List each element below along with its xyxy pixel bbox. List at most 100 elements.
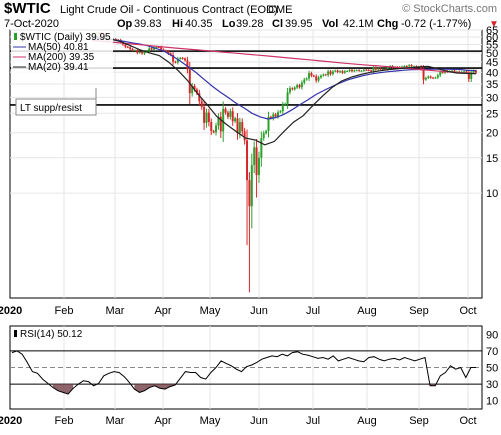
candle-body [293, 87, 296, 90]
candle-body [269, 116, 272, 119]
price-legend: $WTIC (Daily) 39.95 MA(50) 40.81 MA(200)… [11, 31, 113, 73]
low-label: Lo [222, 18, 236, 30]
candle-body [441, 72, 444, 74]
candle-body [350, 69, 353, 72]
candle-body [174, 61, 177, 63]
candle-body [281, 104, 284, 112]
legend-ma20: MA(20) 39.41 [28, 62, 89, 73]
candle-body [370, 70, 373, 72]
candle-body [305, 78, 308, 80]
candle-body [317, 77, 320, 81]
candle-body [219, 116, 222, 132]
legend-main: $WTIC (Daily) 39.95 [20, 32, 111, 43]
candle-body [300, 82, 303, 88]
quote-date: 7-Oct-2020 [4, 18, 59, 30]
candle-body [176, 58, 179, 63]
candle-body [298, 85, 301, 88]
candle-body [145, 50, 148, 52]
candle-body [222, 108, 225, 132]
annotation-box [15, 98, 97, 116]
candle-body [267, 116, 270, 131]
candle-body [360, 70, 363, 72]
ma-line [92, 37, 477, 120]
candle-body [365, 69, 368, 71]
candle-body [265, 130, 268, 134]
ma-line [91, 35, 477, 146]
rsi-tick-label: 70 [486, 346, 498, 358]
candle-body [453, 70, 456, 73]
rsi-legend: RSI(14) 50.12 [20, 329, 83, 340]
price-tick-label: 30 [486, 92, 498, 104]
ma-line [91, 39, 477, 75]
rsi-tick-label: 30 [486, 379, 498, 391]
candle-body [336, 70, 339, 73]
candle-body [212, 130, 215, 133]
candle-body [312, 75, 315, 77]
volume-label: Vol [322, 18, 338, 30]
symbol-title: $WTIC [4, 0, 51, 17]
candle-body [334, 70, 337, 72]
candle-body [377, 68, 380, 70]
price-panel-frame [9, 29, 483, 299]
price-tick-label: 45 [486, 57, 498, 69]
candle-body [324, 74, 327, 76]
candle-body [284, 103, 287, 105]
candle-body [384, 68, 387, 70]
candle-body [401, 66, 404, 68]
candle-body [188, 69, 191, 94]
candle-body [434, 77, 437, 79]
rsi-tick-label: 90 [486, 329, 498, 341]
rsi-gridlines [10, 326, 482, 409]
candle-body [198, 93, 201, 102]
price-tick-label: 65 [486, 25, 498, 37]
candle-body [241, 122, 244, 132]
candle-body [308, 73, 311, 79]
quote-stats: Op 39.83 Hi 40.35 Lo 39.28 Cl 39.95 Vol … [117, 18, 499, 30]
candle-body [224, 108, 227, 113]
month-tick-label: Feb [55, 305, 74, 317]
candle-body [153, 47, 156, 50]
price-tick-label: 15 [486, 153, 498, 165]
candle-body [155, 46, 158, 48]
candle-body [205, 112, 208, 123]
candle-body [339, 71, 342, 73]
candle-body [465, 71, 468, 73]
candle-body [234, 118, 237, 122]
month-tick-label: 2020 [0, 305, 22, 317]
candle-body [288, 88, 291, 93]
change-down-icon: ▼ [489, 19, 499, 30]
candle-body [181, 57, 184, 59]
price-tick-label: 50 [486, 48, 498, 60]
month-tick-label: Apr [154, 305, 171, 317]
candle-body [405, 66, 408, 68]
candle-body [215, 125, 218, 133]
month-tick-label: Aug [357, 305, 377, 317]
candle-body [217, 116, 220, 126]
candle-body [310, 73, 313, 76]
price-tick-label: 20 [486, 128, 498, 140]
legend-swatch-main [14, 33, 17, 40]
low-value: 39.28 [236, 18, 264, 30]
candle-body [274, 114, 277, 117]
open-label: Op [117, 18, 133, 30]
candle-body [436, 75, 439, 78]
candle-body [327, 71, 330, 75]
candle-body [150, 48, 153, 50]
rsi-month-tick-label: Apr [154, 415, 171, 427]
instrument-description: Light Crude Oil - Continuous Contract (E… [60, 4, 278, 16]
candle-body [133, 50, 136, 52]
rsi-month-tick-label: 2020 [0, 415, 22, 427]
legend-background [11, 31, 113, 73]
candle-body [167, 51, 170, 54]
month-tick-label: Oct [459, 305, 476, 317]
candle-body [226, 112, 229, 117]
candle-body [408, 65, 411, 67]
candle-body [186, 60, 189, 70]
candle-body [410, 65, 413, 67]
candle-body [322, 74, 325, 76]
change-value: -0.72 (-1.77%) [401, 18, 471, 30]
candle-body [470, 72, 473, 79]
